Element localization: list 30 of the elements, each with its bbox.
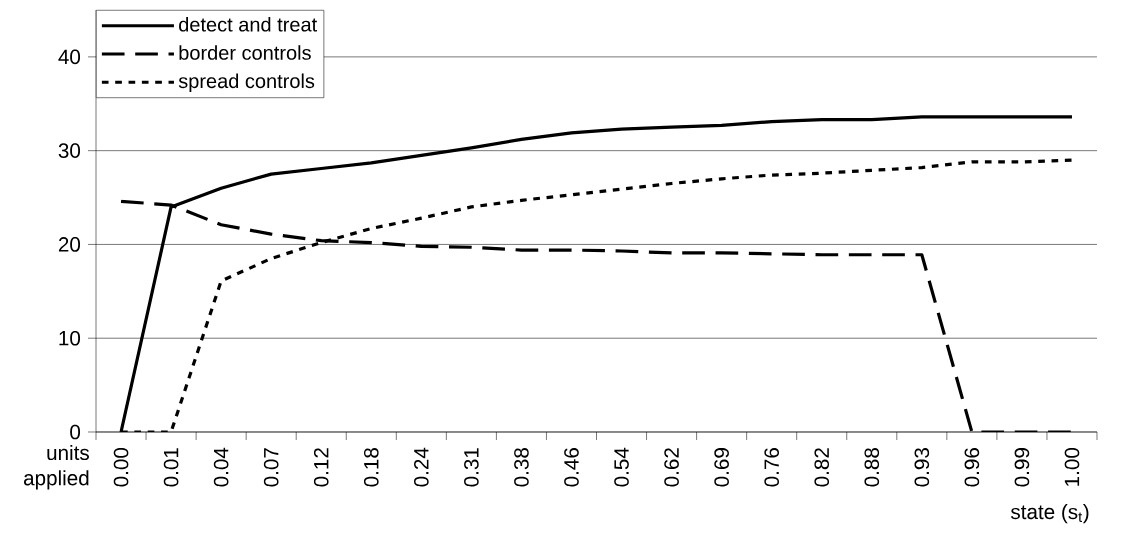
y-tick-label: 10	[59, 330, 81, 346]
x-tick-label: 0.99	[1014, 448, 1030, 487]
x-tick-label: 0.07	[263, 448, 279, 487]
x-tick-label: 0.54	[614, 447, 629, 487]
legend-label: spread controls	[178, 73, 315, 93]
y-tick-label: 20	[58, 237, 81, 252]
legend-label: detect and treat	[179, 16, 318, 32]
x-tick-label: 0.69	[714, 448, 729, 487]
x-tick-label: 1.00	[1064, 447, 1080, 486]
y-tick-label: 30	[58, 143, 81, 158]
x-tick-label: 0.12	[313, 448, 329, 487]
x-axis-title: state (s$_{t}$)	[1010, 503, 1089, 524]
x-tick-label: 0.04	[213, 447, 229, 487]
x-tick-label: 0.24	[414, 447, 429, 487]
x-tick-label: 0.82	[814, 448, 830, 487]
x-tick-label: 0.18	[363, 448, 379, 487]
legend-label: border controls	[179, 45, 311, 60]
x-tick-label: 0.38	[514, 448, 529, 487]
x-tick-label: 0.88	[864, 448, 880, 487]
y-tick-label: 0	[70, 424, 81, 440]
x-tick-label: 0.00	[113, 447, 129, 487]
x-tick-label: 0.93	[914, 448, 930, 487]
x-tick-label: 0.01	[163, 448, 179, 487]
x-tick-label: 0.46	[564, 448, 579, 487]
x-tick-label: 0.62	[664, 448, 679, 487]
y-axis-title: units applied	[23, 444, 89, 490]
x-tick-label: 0.96	[964, 448, 980, 487]
x-tick-label: 0.76	[764, 448, 779, 487]
x-tick-label: 0.31	[464, 448, 479, 487]
y-tick-label: 40	[58, 49, 81, 65]
